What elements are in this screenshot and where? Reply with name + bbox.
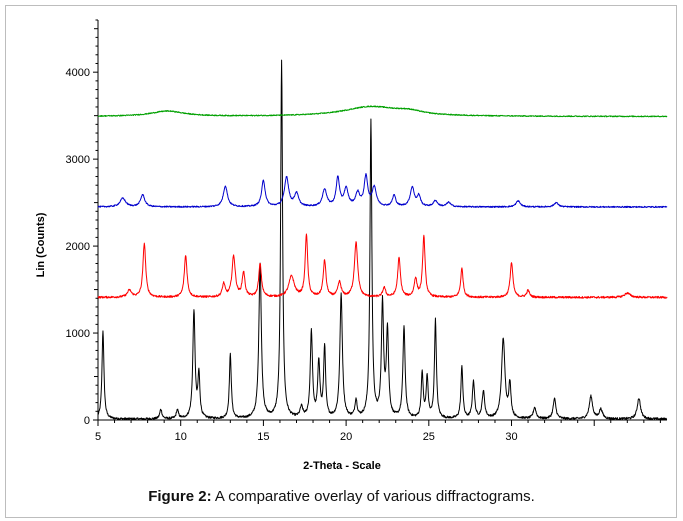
y-tick-label: 2000 (66, 241, 90, 253)
series-layer (97, 59, 668, 421)
series-line-1 (97, 59, 668, 421)
series-line-2 (97, 233, 668, 299)
x-axis: 5 10 15 20 25 30 (95, 419, 667, 443)
y-tick-label: 1000 (66, 328, 90, 340)
series-line-4 (97, 105, 668, 118)
series-line-3 (97, 172, 668, 209)
figure-frame (5, 5, 677, 518)
x-tick-label: 25 (423, 431, 435, 443)
x-tick-label: 15 (257, 431, 269, 443)
y-tick-label: 4000 (66, 67, 90, 79)
x-tick-label: 20 (340, 431, 352, 443)
caption-text: A comparative overlay of various diffrac… (214, 488, 535, 505)
x-tick-label: 5 (95, 431, 101, 443)
x-axis-title: 2-Theta - Scale (303, 460, 381, 472)
x-tick-label: 10 (175, 431, 187, 443)
x-tick-label: 30 (505, 431, 517, 443)
y-axis: 0 1000 2000 3000 4000 (66, 19, 99, 427)
figure-caption: Figure 2: A comparative overlay of vario… (0, 488, 683, 505)
caption-label: Figure 2: (148, 488, 212, 505)
y-axis-title: Lin (Counts) (35, 212, 47, 277)
y-tick-label: 0 (84, 415, 90, 427)
xrd-chart: 0 1000 2000 3000 4000 5 10 15 20 25 30 Lin (Count… (35, 19, 668, 472)
y-tick-label: 3000 (66, 154, 90, 166)
